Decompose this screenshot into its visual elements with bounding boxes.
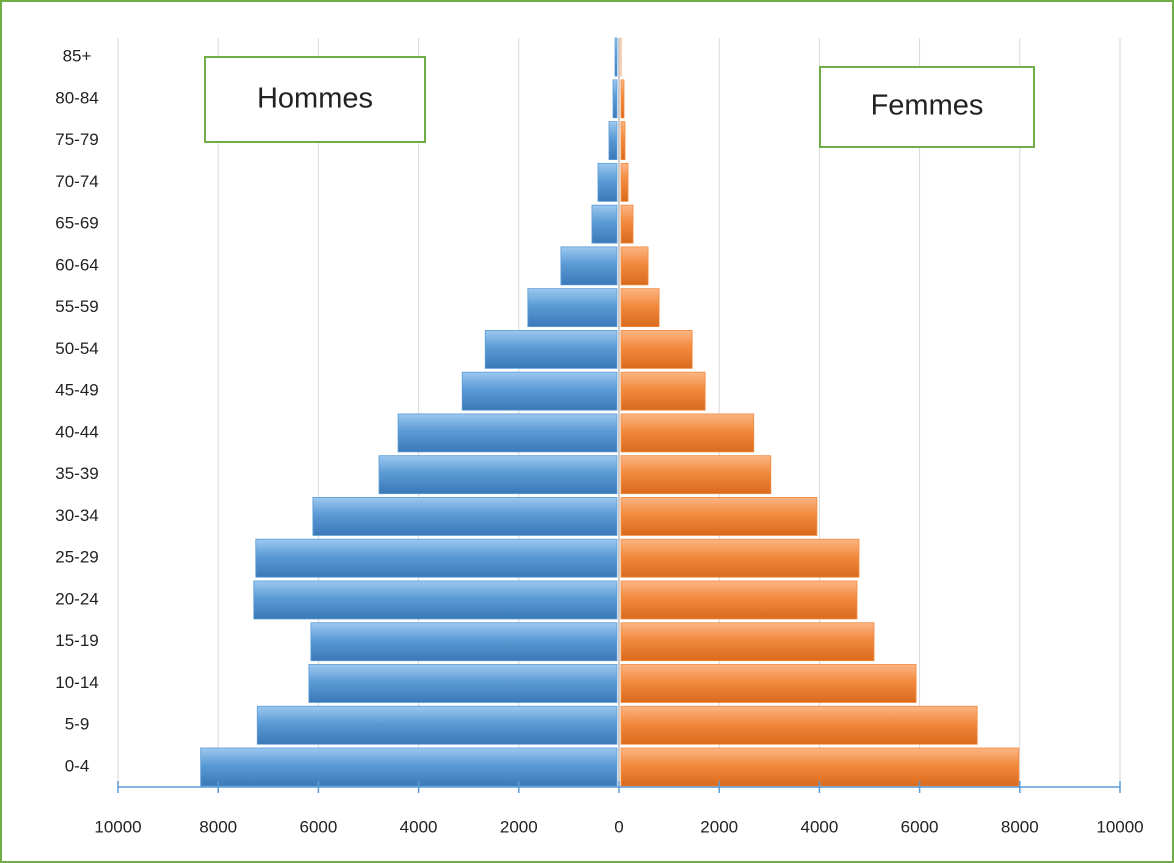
y-tick-label: 40-44 [55,422,98,441]
bar [200,747,618,787]
bar [620,204,634,244]
bar [620,162,629,202]
legend-label: Femmes [871,90,984,122]
bar [620,121,626,160]
x-tick-label: 2000 [700,817,738,836]
bar [620,246,649,286]
y-tick-label: 30-34 [55,506,98,525]
bar [310,622,618,662]
bar [620,664,917,703]
y-tick-label: 65-69 [55,214,98,233]
bar [560,246,618,286]
x-tick-label: 0 [614,817,623,836]
bar [255,538,618,578]
bar [253,580,618,620]
y-tick-label: 5-9 [65,715,90,734]
bar [620,413,755,453]
bar [620,538,860,578]
x-tick-label: 6000 [901,817,939,836]
y-tick-label: 75-79 [55,130,98,149]
x-tick-label: 8000 [199,817,237,836]
y-tick-label: 50-54 [55,339,98,358]
y-tick-label: 25-29 [55,548,98,567]
legend-box [204,56,426,143]
y-tick-label: 45-49 [55,381,98,400]
bar [484,329,618,369]
bar [608,121,618,160]
y-tick-label: 10-14 [55,673,98,692]
y-tick-label: 0-4 [65,756,90,775]
bar [461,371,618,411]
bar [308,664,618,703]
x-tick-label: 10000 [94,817,141,836]
bar [597,162,618,202]
x-tick-label: 4000 [400,817,438,836]
bar [620,455,772,495]
bar [612,79,618,119]
y-tick-label: 85+ [63,47,92,66]
bar [527,288,618,328]
bar [620,497,818,536]
x-tick-label: 4000 [800,817,838,836]
y-tick-label: 20-24 [55,589,98,608]
bar [620,371,706,411]
bar [620,288,660,328]
x-tick-label: 2000 [500,817,538,836]
bar [312,497,618,536]
bar [620,580,858,620]
y-tick-label: 70-74 [55,172,98,191]
bar [256,705,618,745]
bar [620,329,693,369]
bar [378,455,618,495]
bar [620,79,625,119]
y-tick-label: 15-19 [55,631,98,650]
legend-box [819,66,1035,148]
x-tick-label: 10000 [1096,817,1143,836]
x-tick-label: 6000 [299,817,337,836]
bar [620,622,875,662]
legend-label: Hommes [257,83,373,115]
bar [397,413,618,453]
y-tick-label: 55-59 [55,297,98,316]
bar [614,37,618,77]
bar [620,705,978,745]
bar [620,747,1020,787]
y-tick-label: 80-84 [55,88,98,107]
bar [591,204,618,244]
x-tick-label: 8000 [1001,817,1039,836]
y-tick-label: 35-39 [55,464,98,483]
y-tick-label: 60-64 [55,255,98,274]
